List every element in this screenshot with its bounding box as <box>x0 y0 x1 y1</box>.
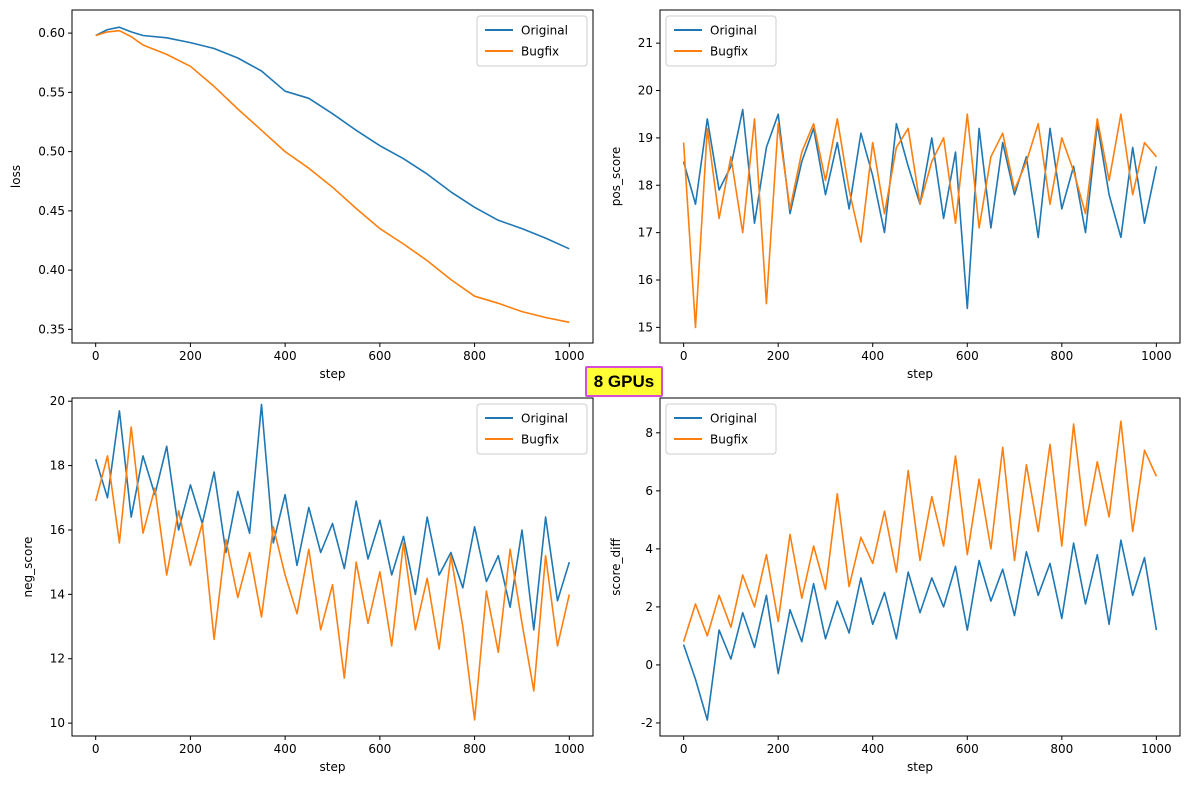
series-line-bugfix <box>95 29 570 324</box>
y-tick-label: 0.55 <box>38 85 65 99</box>
legend-label-original: Original <box>521 24 568 38</box>
y-tick-label: 8 <box>645 426 653 440</box>
legend-box <box>665 15 777 67</box>
series-line-original <box>95 26 570 250</box>
series-line-bugfix <box>682 113 1158 329</box>
y-tick-label: 16 <box>638 273 653 287</box>
y-tick-label: -2 <box>641 716 653 730</box>
legend: Original Bugfix <box>476 403 588 455</box>
x-tick-label: 200 <box>179 349 202 363</box>
y-tick-label: 2 <box>645 600 653 614</box>
y-axis-label: score_diff <box>609 538 623 596</box>
x-axis-label: step <box>907 367 933 381</box>
legend: Original Bugfix <box>665 15 777 67</box>
y-tick-label: 0.60 <box>38 26 65 40</box>
x-tick-label: 1000 <box>554 349 585 363</box>
legend-label-bugfix: Bugfix <box>521 433 559 447</box>
y-tick-label: 0.40 <box>38 263 65 277</box>
legend-box <box>476 15 588 67</box>
x-axis-label: step <box>320 367 346 381</box>
x-tick-label: 0 <box>92 349 100 363</box>
x-tick-label: 800 <box>463 349 486 363</box>
legend-label-bugfix: Bugfix <box>710 433 748 447</box>
x-tick-label: 200 <box>179 742 202 756</box>
y-tick-label: 19 <box>638 131 653 145</box>
legend-box <box>665 403 777 455</box>
x-axis-label: step <box>907 760 933 774</box>
y-tick-label: 14 <box>50 587 65 601</box>
y-tick-label: 4 <box>645 542 653 556</box>
x-tick-label: 800 <box>463 742 486 756</box>
gpu-count-label: 8 GPUs <box>585 366 663 397</box>
x-tick-label: 800 <box>1050 742 1073 756</box>
plot-frame <box>659 397 1181 737</box>
y-tick-label: 12 <box>50 652 65 666</box>
y-tick-label: 18 <box>50 459 65 473</box>
plot-frame <box>71 397 594 737</box>
y-tick-label: 20 <box>50 394 65 408</box>
x-tick-label: 600 <box>368 742 391 756</box>
x-tick-label: 600 <box>368 349 391 363</box>
x-tick-label: 400 <box>861 742 884 756</box>
chart-panel-pos_score: 0 200 400 600 800 1000 15 16 17 18 19 20 21 step pos_s… <box>609 9 1181 381</box>
x-tick-label: 0 <box>680 349 688 363</box>
legend-label-bugfix: Bugfix <box>710 45 748 59</box>
x-tick-label: 1000 <box>1141 742 1172 756</box>
x-axis-label: step <box>320 760 346 774</box>
x-tick-label: 400 <box>274 349 297 363</box>
x-tick-label: 400 <box>274 742 297 756</box>
y-tick-label: 0.50 <box>38 145 65 159</box>
legend: Original Bugfix <box>476 15 588 67</box>
y-tick-label: 0 <box>645 658 653 672</box>
x-tick-label: 800 <box>1050 349 1073 363</box>
y-tick-label: 0.45 <box>38 204 65 218</box>
legend: Original Bugfix <box>665 403 777 455</box>
y-tick-label: 10 <box>50 716 65 730</box>
y-axis-label: loss <box>9 165 23 188</box>
y-tick-label: 21 <box>638 36 653 50</box>
plot-frame <box>659 9 1181 344</box>
y-tick-label: 15 <box>638 320 653 334</box>
y-tick-label: 16 <box>50 523 65 537</box>
y-axis-label: neg_score <box>21 537 35 598</box>
x-tick-label: 1000 <box>554 742 585 756</box>
legend-box <box>476 403 588 455</box>
series-line-bugfix <box>94 426 571 721</box>
x-tick-label: 1000 <box>1141 349 1172 363</box>
legend-label-original: Original <box>521 412 568 426</box>
chart-panel-score_diff: 0 200 400 600 800 1000 -2 0 2 4 6 8 step score_diff Or… <box>609 397 1181 774</box>
chart-panel-neg_score: 0 200 400 600 800 1000 10 12 14 16 18 20 step neg_sco… <box>21 394 594 774</box>
x-tick-label: 0 <box>680 742 688 756</box>
y-tick-label: 20 <box>638 84 653 98</box>
series-line-original <box>94 403 571 631</box>
x-tick-label: 400 <box>861 349 884 363</box>
x-tick-label: 600 <box>956 349 979 363</box>
legend-label-original: Original <box>710 412 757 426</box>
series-line-original <box>682 539 1158 721</box>
x-tick-label: 200 <box>767 349 790 363</box>
series-line-bugfix <box>682 420 1158 642</box>
y-tick-label: 18 <box>638 178 653 192</box>
x-tick-label: 0 <box>92 742 100 756</box>
chart-panel-loss: 0 200 400 600 800 1000 0.35 0.40 0.45 0.50 0.55 0.6… <box>9 9 594 381</box>
legend-label-bugfix: Bugfix <box>521 45 559 59</box>
plot-frame <box>71 9 594 344</box>
y-axis-label: pos_score <box>609 147 623 206</box>
x-tick-label: 600 <box>956 742 979 756</box>
y-tick-label: 6 <box>645 484 653 498</box>
legend-label-original: Original <box>710 24 757 38</box>
y-tick-label: 0.35 <box>38 322 65 336</box>
x-tick-label: 200 <box>767 742 790 756</box>
y-tick-label: 17 <box>638 226 653 240</box>
